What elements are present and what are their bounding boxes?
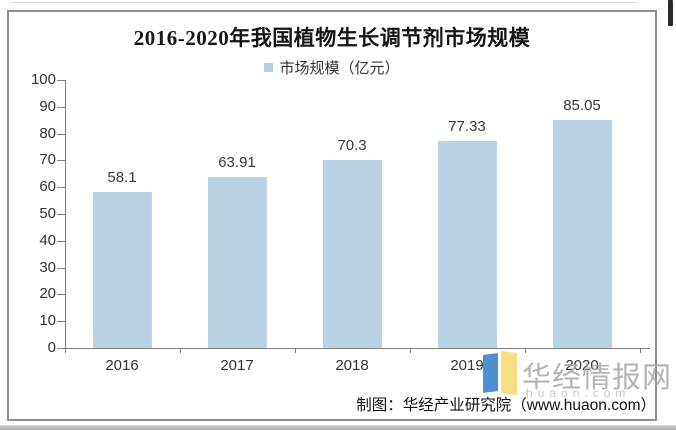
y-axis-tick	[57, 107, 65, 108]
x-axis-tick	[65, 348, 66, 353]
watermark-text: 华经情报网	[522, 362, 673, 394]
legend: 市场规模（亿元）	[7, 58, 657, 77]
y-axis-tick-label: 70	[39, 151, 56, 168]
y-axis-tick	[57, 348, 65, 349]
y-axis-tick	[57, 241, 65, 242]
chart-title: 2016-2020年我国植物生长调节剂市场规模	[133, 26, 531, 50]
x-axis-category-label: 2020	[565, 357, 599, 374]
x-axis-tick	[180, 348, 181, 353]
bar	[323, 160, 381, 348]
y-axis-tick-label: 10	[39, 312, 56, 329]
y-axis-tick	[57, 214, 65, 215]
legend-swatch-icon	[264, 62, 274, 72]
y-axis-tick	[57, 160, 65, 161]
y-axis-tick-label: 0	[47, 339, 56, 356]
y-axis-tick-label: 30	[39, 259, 56, 276]
y-axis-tick-label: 100	[30, 71, 56, 88]
scan-artifact-corner-streak	[668, 0, 673, 26]
y-axis-tick	[57, 294, 65, 295]
watermark: 华经情报网 huaon.com	[478, 350, 671, 405]
bar	[208, 177, 266, 348]
y-axis-tick	[57, 80, 65, 81]
x-axis-tick	[640, 348, 641, 353]
y-axis-tick-label: 40	[39, 232, 56, 249]
x-axis-category-label: 2016	[105, 357, 139, 374]
y-axis-tick-label: 80	[39, 125, 56, 142]
y-axis-tick	[57, 134, 65, 135]
bar	[438, 141, 496, 348]
x-axis-category-label: 2018	[335, 357, 369, 374]
y-axis-tick-label: 20	[39, 285, 56, 302]
bar	[93, 192, 151, 348]
watermark-logo-yellow-panel-icon	[501, 350, 517, 396]
legend-label: 市场规模（亿元）	[279, 59, 400, 77]
bar	[553, 120, 611, 348]
bar-value-label: 63.91	[218, 154, 256, 171]
x-axis-tick	[410, 348, 411, 353]
y-axis-tick	[57, 187, 65, 188]
y-axis-tick-label: 50	[39, 205, 56, 222]
x-axis-category-label: 2019	[450, 357, 484, 374]
y-axis-line	[65, 80, 66, 348]
bar-value-label: 77.33	[448, 118, 486, 135]
y-axis-tick-label: 60	[39, 178, 56, 195]
x-axis-tick	[295, 348, 296, 353]
y-axis-tick-label: 90	[39, 98, 56, 115]
x-axis-line	[65, 348, 650, 349]
bar-value-label: 70.3	[337, 137, 367, 154]
bar-value-label: 58.1	[107, 169, 137, 186]
x-axis-tick	[525, 348, 526, 353]
x-axis-category-label: 2017	[220, 357, 254, 374]
watermark-subtext: huaon.com	[526, 386, 631, 400]
y-axis-tick	[57, 321, 65, 322]
scan-artifact-top-line	[10, 2, 638, 3]
watermark-logo-blue-panel-icon	[483, 353, 498, 393]
y-axis-tick	[57, 268, 65, 269]
bar-value-label: 85.05	[563, 97, 601, 114]
scan-artifact-bottom-shadow	[0, 425, 676, 430]
footer-credit: 制图：华经产业研究院（www.huaon.com）	[356, 397, 656, 414]
